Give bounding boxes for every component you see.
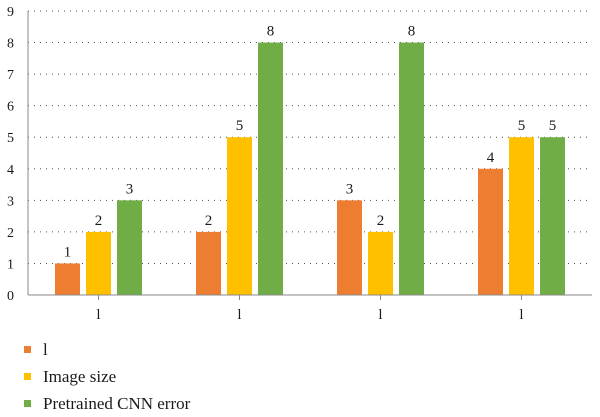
y-tick-label: 4: [7, 163, 14, 178]
bar: [368, 231, 393, 295]
data-label: 5: [236, 118, 244, 134]
data-label: 2: [95, 213, 103, 229]
bars: [55, 42, 565, 295]
legend-label: l: [43, 339, 48, 359]
bar: [540, 137, 565, 295]
data-label: 3: [346, 181, 354, 197]
data-label: 5: [549, 118, 557, 134]
legend-label: Image size: [43, 366, 117, 386]
data-label: 3: [126, 181, 134, 197]
bar: [86, 231, 111, 295]
x-tick-label: l: [519, 307, 523, 323]
bar: [258, 42, 283, 295]
legend-item: Pretrained CNN error: [24, 390, 584, 417]
bar: [55, 263, 80, 295]
x-tick-label: l: [378, 307, 382, 323]
data-label: 2: [205, 213, 213, 229]
legend-item: Image size: [24, 363, 584, 390]
data-labels: 1 2 3 2 5 8 3 2 8 4 5 5: [64, 24, 557, 261]
legend-swatch: [24, 346, 31, 353]
data-label: 8: [267, 24, 275, 40]
y-tick-label: 5: [7, 131, 14, 146]
grid-lines: [28, 10, 592, 264]
y-tick-label: 2: [7, 226, 14, 241]
bar: [117, 200, 142, 295]
bar: [509, 137, 534, 295]
y-tick-label: 8: [7, 37, 14, 52]
y-tick-label: 1: [7, 257, 14, 272]
bar: [227, 137, 252, 295]
y-axis: 0 1 2 3 4 5 6 7 8 9: [7, 5, 29, 304]
data-label: 8: [408, 24, 416, 40]
legend-swatch: [24, 373, 31, 380]
data-label: 5: [518, 118, 526, 134]
y-tick-label: 0: [7, 289, 14, 304]
legend-swatch: [24, 400, 31, 407]
y-tick-label: 7: [7, 68, 14, 83]
y-tick-label: 9: [7, 5, 14, 20]
bar: [196, 231, 221, 295]
legend: l Image size Pretrained CNN error: [24, 336, 584, 417]
legend-label: Pretrained CNN error: [43, 393, 191, 413]
bar-chart: 0 1 2 3 4 5 6 7 8 9 1 2 3 2 5 8 3 2 8 4 5 5 l l l l: [7, 5, 592, 323]
x-tick-label: l: [96, 307, 100, 323]
bar: [478, 168, 503, 295]
x-tick-label: l: [237, 307, 241, 323]
bar: [337, 200, 362, 295]
legend-item: l: [24, 336, 584, 363]
y-tick-label: 6: [7, 100, 14, 115]
data-label: 4: [487, 150, 495, 166]
data-label: 1: [64, 244, 72, 260]
bar: [399, 42, 424, 295]
data-label: 2: [377, 213, 385, 229]
y-tick-label: 3: [7, 194, 14, 209]
